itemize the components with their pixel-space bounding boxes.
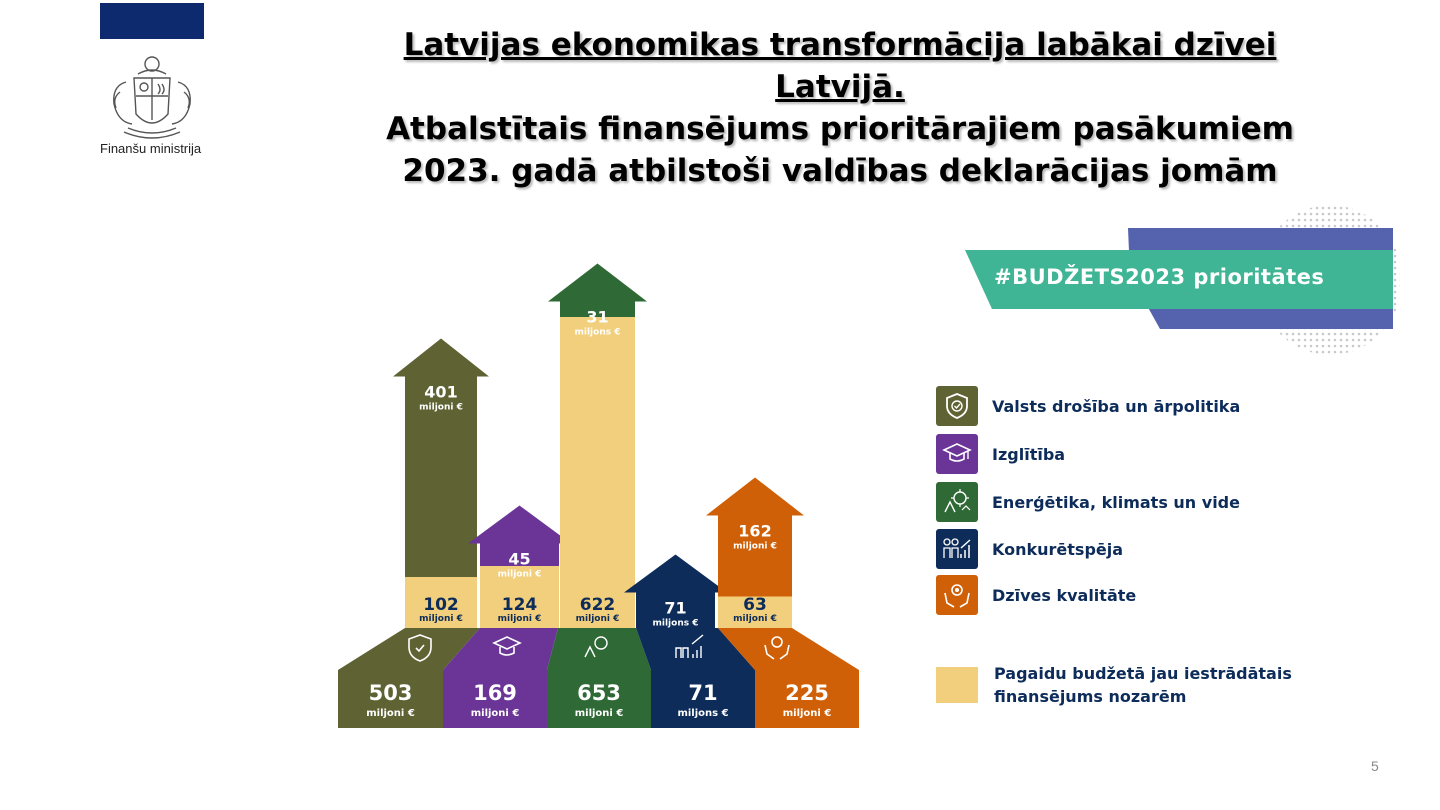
priority-unit-label: miljons € xyxy=(653,619,699,629)
pending-unit-label: miljoni € xyxy=(419,614,463,624)
budget-banner xyxy=(965,205,1400,355)
hands-icon xyxy=(764,644,790,660)
total-value-label: 169 xyxy=(473,681,517,705)
shield-check-icon xyxy=(408,634,432,662)
graduation-cap-icon xyxy=(492,636,522,656)
total-box-2 xyxy=(547,670,651,728)
windmill-icon xyxy=(584,645,596,658)
priority-value-label: 45 xyxy=(508,550,530,569)
total-unit-label: miljoni € xyxy=(471,708,520,719)
total-value-label: 225 xyxy=(785,681,829,705)
legend-item: Valsts drošība un ārpolitika xyxy=(936,386,1240,426)
legend-label: Konkurētspēja xyxy=(992,539,1124,559)
legend-item: Enerģētika, klimats un vide xyxy=(936,482,1240,522)
people-growth-icon xyxy=(936,529,978,569)
flag-banner xyxy=(100,3,204,39)
pending-bar-segment xyxy=(718,596,792,628)
pending-bar-segment xyxy=(405,577,477,628)
base-top-3 xyxy=(636,628,755,670)
total-box-0 xyxy=(338,670,443,728)
priority-bar-segment xyxy=(480,543,559,566)
title-line-1: Latvijas ekonomikas transformācija labāk… xyxy=(403,27,1277,63)
legend-swatch-pending xyxy=(936,667,978,703)
slide-number: 5 xyxy=(1371,758,1379,774)
total-unit-label: miljoni € xyxy=(366,708,415,719)
total-value-label: 71 xyxy=(688,681,717,705)
priority-bar-segment xyxy=(718,515,792,597)
priority-unit-label: miljoni € xyxy=(733,542,777,552)
shield-check-icon xyxy=(936,386,978,426)
priority-unit-label: miljoni € xyxy=(498,570,542,580)
legend-label: Valsts drošība un ārpolitika xyxy=(992,396,1241,416)
pending-value-label: 622 xyxy=(580,595,616,615)
priority-bar-segment xyxy=(636,592,715,628)
total-unit-label: miljons € xyxy=(677,708,728,719)
legend-label: Dzīves kvalitāte xyxy=(992,585,1137,605)
priority-value-label: 401 xyxy=(424,383,457,402)
arrow-head xyxy=(468,505,571,544)
coat-of-arms-logo xyxy=(113,56,191,139)
pending-value-label: 63 xyxy=(743,595,767,615)
energy-climate-icon xyxy=(594,636,608,650)
ministry-name: Finanšu ministrija xyxy=(100,141,202,156)
banner-text: #BUDŽETS2023 prioritātes xyxy=(994,265,1325,289)
legend-item: Izglītība xyxy=(936,434,1065,474)
priority-bar-segment xyxy=(560,301,635,317)
title-line-2: Latvijā. xyxy=(775,69,905,105)
total-value-label: 653 xyxy=(577,681,621,705)
legend-label: Izglītība xyxy=(992,444,1066,464)
priority-unit-label: miljoni € xyxy=(419,403,463,413)
arrow-head xyxy=(393,338,489,377)
priority-bar-segment xyxy=(405,376,477,577)
legend-label-pending-line1: Pagaidu budžetā jau iestrādātais xyxy=(994,664,1292,683)
graduation-cap-icon xyxy=(936,434,978,474)
priority-value-label: 71 xyxy=(664,599,686,618)
people-growth-icon xyxy=(675,634,704,658)
check-mark-icon xyxy=(415,644,425,653)
legend-label-pending: Pagaidu budžetā jau iestrādātais finansē… xyxy=(994,662,1292,708)
energy-climate-icon xyxy=(936,482,978,522)
pending-bar-segment xyxy=(480,566,559,628)
legend-label: Enerģētika, klimats un vide xyxy=(992,492,1240,512)
title-line-4: 2023. gadā atbilstoši valdības deklarāci… xyxy=(402,153,1278,189)
priority-value-label: 31 xyxy=(586,308,608,327)
total-box-3 xyxy=(651,670,755,728)
priority-value-label: 162 xyxy=(738,522,771,541)
arrow-head xyxy=(624,554,727,593)
legend-label-pending-line2: finansējums nozarēm xyxy=(994,687,1187,706)
arrow-head xyxy=(548,263,647,302)
hands-gear-icon xyxy=(771,636,783,648)
arrow-head xyxy=(706,477,804,516)
legend-item-pending: Pagaidu budžetā jau iestrādātais finansē… xyxy=(936,662,1292,708)
page-title: Latvijas ekonomikas transformācija labāk… xyxy=(300,24,1380,192)
pending-unit-label: miljoni € xyxy=(576,614,620,624)
total-unit-label: miljoni € xyxy=(783,708,832,719)
legend-item: Dzīves kvalitāte xyxy=(936,575,1136,615)
total-box-4 xyxy=(755,670,859,728)
legend-item: Konkurētspēja xyxy=(936,529,1123,569)
total-value-label: 503 xyxy=(369,681,413,705)
pending-value-label: 102 xyxy=(423,595,459,615)
pending-unit-label: miljoni € xyxy=(733,614,777,624)
total-box-1 xyxy=(443,670,547,728)
pending-unit-label: miljoni € xyxy=(498,614,542,624)
hands-gear-icon xyxy=(936,575,978,615)
pending-value-label: 124 xyxy=(502,595,538,615)
total-unit-label: miljoni € xyxy=(575,708,624,719)
priority-unit-label: miljons € xyxy=(575,328,621,338)
pending-bar-segment xyxy=(560,317,635,628)
title-line-3: Atbalstītais finansējums prioritārajiem … xyxy=(386,111,1294,147)
